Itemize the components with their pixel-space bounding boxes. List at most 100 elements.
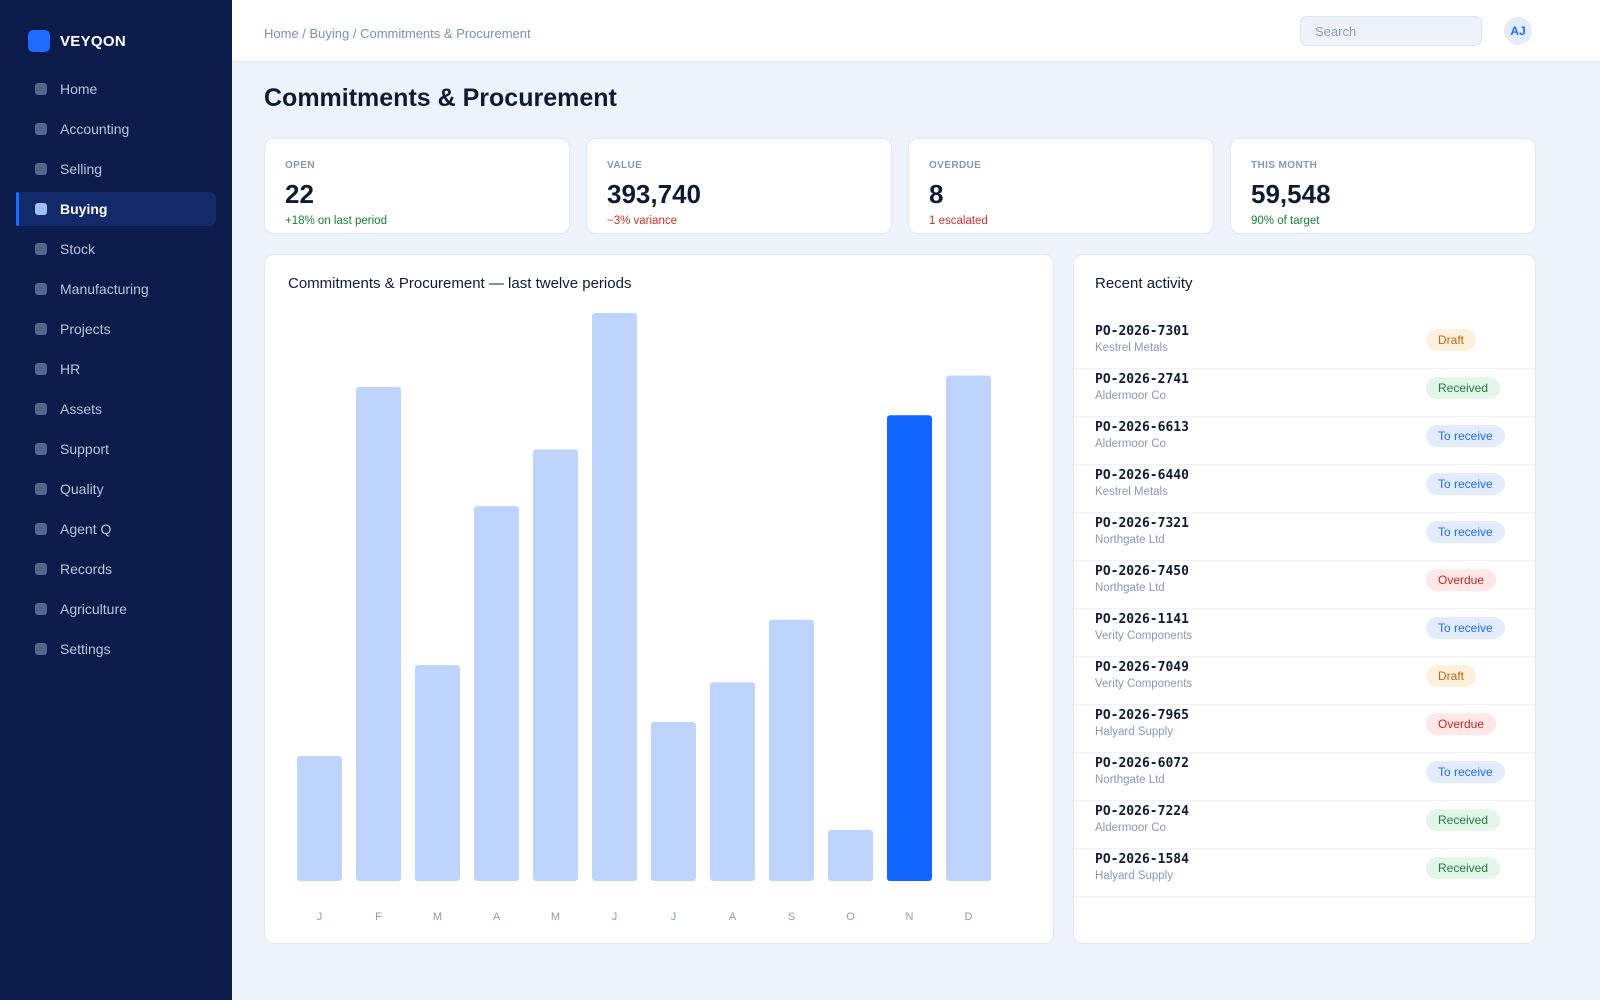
- bar-8[interactable]: [769, 619, 814, 881]
- activity-card: Recent activity PO-2026-7301 Kestrel Meta…: [1073, 254, 1536, 944]
- supplier-name: Northgate Ltd: [1095, 774, 1165, 786]
- sidebar-item-support[interactable]: Support: [16, 432, 216, 466]
- bar-11[interactable]: [946, 375, 991, 881]
- sidebar-item-projects[interactable]: Projects: [16, 312, 216, 346]
- sidebar-item-quality[interactable]: Quality: [16, 472, 216, 506]
- agent-q-icon: [35, 523, 47, 535]
- supplier-name: Aldermoor Co: [1095, 390, 1166, 402]
- supplier-name: Kestrel Metals: [1095, 342, 1168, 354]
- chart-card: J F M A M J J A S O N D Commitments & Procurement —…: [264, 254, 1054, 944]
- x-tick-label: O: [846, 911, 855, 923]
- status-badge: Received: [1426, 377, 1501, 399]
- sidebar-item-label: Accounting: [60, 121, 130, 137]
- bar-3[interactable]: [474, 506, 519, 881]
- kpi-label: THIS MONTH: [1251, 160, 1318, 171]
- kpi-card-open: OPEN 22 +18% on last period: [264, 138, 570, 234]
- sidebar: VEYQON Home Accounting Selling Buying Stock M…: [0, 0, 232, 1000]
- activity-row[interactable]: PO-2026-7965 Halyard Supply Overdue: [1074, 705, 1535, 753]
- accounting-icon: [35, 123, 47, 135]
- projects-icon: [35, 323, 47, 335]
- avatar[interactable]: AJ: [1504, 17, 1532, 45]
- sidebar-item-hr[interactable]: HR: [16, 352, 216, 386]
- activity-row[interactable]: PO-2026-1141 Verity Components To receive: [1074, 609, 1535, 657]
- bar-6[interactable]: [651, 721, 696, 881]
- sidebar-item-assets[interactable]: Assets: [16, 392, 216, 426]
- x-tick-label: J: [612, 911, 618, 923]
- bar-1[interactable]: [356, 386, 401, 881]
- order-id: PO-2026-7224: [1095, 804, 1189, 819]
- activity-row[interactable]: PO-2026-7224 Aldermoor Co Received: [1074, 801, 1535, 849]
- sidebar-item-buying[interactable]: Buying: [16, 192, 216, 226]
- brand-logo-icon: [28, 30, 50, 52]
- sidebar-item-label: Assets: [60, 401, 103, 417]
- sidebar-item-label: Projects: [60, 321, 111, 337]
- hr-icon: [35, 363, 47, 375]
- sidebar-item-label: Support: [60, 441, 110, 457]
- activity-row[interactable]: PO-2026-1584 Halyard Supply Received: [1074, 849, 1535, 897]
- supplier-name: Verity Components: [1095, 678, 1193, 690]
- bar-2[interactable]: [415, 665, 460, 881]
- status-badge: To receive: [1426, 521, 1505, 543]
- status-badge: Draft: [1426, 329, 1477, 351]
- activity-row[interactable]: PO-2026-2741 Aldermoor Co Received: [1074, 369, 1535, 417]
- supplier-name: Halyard Supply: [1095, 726, 1173, 738]
- sidebar-item-settings[interactable]: Settings: [16, 632, 216, 666]
- brand[interactable]: VEYQON: [28, 30, 126, 52]
- activity-row[interactable]: PO-2026-6613 Aldermoor Co To receive: [1074, 417, 1535, 465]
- sidebar-item-accounting[interactable]: Accounting: [16, 112, 216, 146]
- bar-5[interactable]: [592, 313, 637, 881]
- search-input[interactable]: [1300, 16, 1482, 46]
- activity-row[interactable]: PO-2026-6072 Northgate Ltd To receive: [1074, 753, 1535, 801]
- sidebar-nav: Home Accounting Selling Buying Stock Manufact…: [16, 72, 216, 672]
- kpi-delta: −3% variance: [607, 215, 677, 227]
- sidebar-item-label: HR: [60, 361, 81, 377]
- records-icon: [35, 563, 47, 575]
- sidebar-item-stock[interactable]: Stock: [16, 232, 216, 266]
- kpi-delta: 1 escalated: [929, 215, 988, 227]
- activity-row[interactable]: PO-2026-7049 Verity Components Draft: [1074, 657, 1535, 705]
- status-badge: Draft: [1426, 665, 1477, 687]
- assets-icon: [35, 403, 47, 415]
- kpi-card-value: VALUE 393,740 −3% variance: [586, 138, 892, 234]
- order-id: PO-2026-2741: [1095, 372, 1189, 387]
- status-badge: Received: [1426, 809, 1501, 831]
- settings-icon: [35, 643, 47, 655]
- sidebar-item-selling[interactable]: Selling: [16, 152, 216, 186]
- bar-9[interactable]: [828, 829, 873, 881]
- sidebar-item-label: Manufacturing: [60, 281, 149, 297]
- sidebar-item-label: Stock: [60, 241, 96, 257]
- bar-0[interactable]: [297, 756, 342, 881]
- activity-row[interactable]: PO-2026-7321 Northgate Ltd To receive: [1074, 513, 1535, 561]
- selling-icon: [35, 163, 47, 175]
- activity-row[interactable]: PO-2026-6440 Kestrel Metals To receive: [1074, 465, 1535, 513]
- sidebar-item-manufacturing[interactable]: Manufacturing: [16, 272, 216, 306]
- kpi-label: OVERDUE: [929, 160, 982, 171]
- kpi-value: 8: [929, 179, 944, 209]
- kpi-label: OPEN: [285, 160, 315, 171]
- order-id: PO-2026-7301: [1095, 324, 1189, 339]
- supplier-name: Aldermoor Co: [1095, 822, 1166, 834]
- order-id: PO-2026-6072: [1095, 756, 1189, 771]
- x-tick-label: A: [729, 911, 737, 923]
- sidebar-item-home[interactable]: Home: [16, 72, 216, 106]
- bar-7[interactable]: [710, 682, 755, 881]
- sidebar-item-agriculture[interactable]: Agriculture: [16, 592, 216, 626]
- x-tick-label: F: [375, 911, 382, 923]
- bar-10[interactable]: [887, 415, 932, 881]
- sidebar-item-records[interactable]: Records: [16, 552, 216, 586]
- sidebar-item-label: Selling: [60, 161, 103, 177]
- bar-4[interactable]: [533, 449, 578, 881]
- supplier-name: Verity Components: [1095, 630, 1193, 642]
- status-badge: Received: [1426, 857, 1501, 879]
- x-tick-label: M: [551, 911, 560, 923]
- activity-row[interactable]: PO-2026-7450 Northgate Ltd Overdue: [1074, 561, 1535, 609]
- activity-row[interactable]: PO-2026-7301 Kestrel Metals Draft: [1074, 321, 1535, 369]
- sidebar-item-agent-q[interactable]: Agent Q: [16, 512, 216, 546]
- supplier-name: Northgate Ltd: [1095, 582, 1165, 594]
- kpi-value: 59,548: [1251, 179, 1331, 209]
- order-id: PO-2026-6440: [1095, 468, 1189, 483]
- status-badge: Overdue: [1426, 713, 1497, 735]
- buying-icon: [35, 203, 47, 215]
- supplier-name: Kestrel Metals: [1095, 486, 1168, 498]
